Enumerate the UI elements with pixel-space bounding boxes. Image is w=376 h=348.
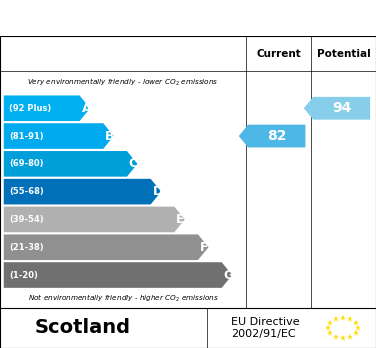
Polygon shape bbox=[4, 179, 161, 205]
Text: Potential: Potential bbox=[317, 48, 370, 58]
Text: F: F bbox=[200, 241, 208, 254]
Text: Very environmentally friendly - lower CO$_2$ emissions: Very environmentally friendly - lower CO… bbox=[27, 77, 219, 88]
Text: 94: 94 bbox=[332, 101, 351, 115]
Polygon shape bbox=[4, 235, 209, 260]
Text: C: C bbox=[129, 157, 138, 170]
Text: (21-38): (21-38) bbox=[9, 243, 44, 252]
Text: EU Directive
2002/91/EC: EU Directive 2002/91/EC bbox=[231, 317, 300, 339]
Text: (81-91): (81-91) bbox=[9, 132, 44, 141]
Polygon shape bbox=[4, 262, 232, 288]
Text: (39-54): (39-54) bbox=[9, 215, 44, 224]
Text: (92 Plus): (92 Plus) bbox=[9, 104, 52, 113]
Text: Environmental Impact (CO$_2$) Rating: Environmental Impact (CO$_2$) Rating bbox=[29, 8, 347, 27]
Polygon shape bbox=[4, 151, 138, 177]
Text: D: D bbox=[153, 185, 163, 198]
Text: B: B bbox=[105, 129, 115, 143]
Polygon shape bbox=[239, 125, 305, 148]
Text: Not environmentally friendly - higher CO$_2$ emissions: Not environmentally friendly - higher CO… bbox=[27, 293, 219, 304]
Text: (55-68): (55-68) bbox=[9, 187, 44, 196]
Text: E: E bbox=[176, 213, 185, 226]
Polygon shape bbox=[4, 207, 185, 232]
Text: G: G bbox=[224, 269, 234, 282]
Text: Scotland: Scotland bbox=[35, 318, 131, 338]
Text: Current: Current bbox=[256, 48, 301, 58]
Text: (1-20): (1-20) bbox=[9, 270, 38, 279]
Polygon shape bbox=[4, 95, 90, 121]
Polygon shape bbox=[4, 123, 114, 149]
Text: (69-80): (69-80) bbox=[9, 159, 44, 168]
Text: 82: 82 bbox=[267, 129, 287, 143]
Polygon shape bbox=[304, 97, 370, 120]
Text: A: A bbox=[82, 102, 91, 115]
